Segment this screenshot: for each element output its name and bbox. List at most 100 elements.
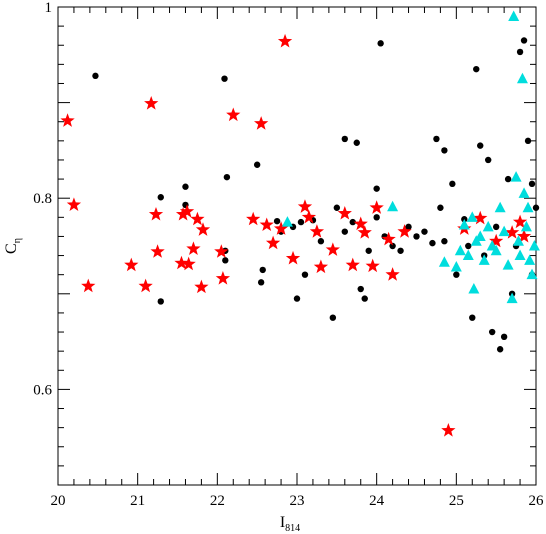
circle-point [259, 266, 266, 274]
circle-point [221, 75, 228, 82]
star-point [441, 423, 456, 437]
star-point [195, 222, 211, 236]
x-tick-label: 20 [51, 493, 66, 509]
star-point [215, 271, 231, 285]
star-point [273, 221, 289, 235]
star-point [381, 231, 396, 246]
triangle-point [454, 244, 466, 256]
triangle-point [516, 72, 528, 84]
star-point [369, 200, 384, 214]
circle-point [157, 194, 164, 201]
circle-point [182, 183, 189, 190]
star-point [214, 244, 229, 258]
circle-point [413, 233, 420, 240]
circle-point [405, 223, 412, 231]
circle-point [477, 142, 484, 149]
circle-point [329, 314, 337, 321]
triangle-point [502, 259, 514, 270]
triangle-point [522, 201, 534, 213]
circle-point [453, 271, 460, 278]
circle-point [532, 204, 540, 211]
star-point [473, 210, 488, 225]
star-point [357, 225, 372, 239]
circle-point [222, 257, 229, 264]
circle-point [349, 218, 356, 226]
star-point [265, 235, 281, 250]
triangle-point [462, 249, 474, 261]
star-point [181, 256, 196, 271]
y-axis-title: Cη [3, 238, 23, 254]
star-point [325, 242, 340, 256]
triangle-point [528, 240, 540, 251]
star-point [397, 224, 412, 238]
star-point [124, 257, 139, 272]
triangle-point [506, 292, 518, 304]
triangle-point [468, 283, 480, 294]
star-point [190, 211, 205, 226]
circle-point [516, 48, 524, 56]
star-point [277, 33, 293, 48]
circle-point [317, 238, 325, 245]
circle-point [397, 247, 404, 254]
circle-point [357, 285, 364, 293]
triangle-point [458, 218, 470, 230]
circle-point [341, 228, 348, 235]
circle-point [92, 72, 99, 80]
triangle-point [478, 254, 490, 265]
star-point [60, 113, 75, 127]
triangle-point [526, 268, 538, 280]
star-point [174, 255, 189, 270]
circle-point [253, 161, 261, 168]
star-point [179, 204, 195, 218]
star-point [285, 250, 301, 265]
plot-frame [57, 6, 537, 486]
star-point [385, 267, 400, 281]
circle-point [441, 238, 448, 245]
star-point [175, 206, 191, 221]
star-point [194, 279, 209, 294]
circle-point [353, 139, 360, 146]
triangle-point [512, 235, 524, 246]
circle-point [365, 247, 372, 254]
star-point [246, 211, 261, 226]
star-point [365, 258, 380, 273]
circle-point [421, 228, 428, 235]
triangle-point [474, 230, 486, 241]
circle-point [504, 175, 512, 183]
circle-point [389, 242, 396, 250]
star-point [337, 206, 352, 220]
circle-point [361, 295, 368, 302]
circle-point [469, 314, 476, 321]
star-point [516, 228, 532, 243]
axis-ticks [57, 6, 537, 486]
star-point [226, 107, 241, 122]
circle-point [341, 135, 348, 143]
circle-point [492, 223, 500, 231]
triangle-point [450, 261, 462, 272]
star-point [186, 241, 201, 255]
x-tick-label: 24 [369, 493, 385, 509]
y-tick-label: 0.6 [33, 382, 52, 398]
star-point [313, 259, 329, 274]
star-point [66, 197, 82, 211]
star-point [512, 214, 528, 229]
circle-point [520, 37, 528, 44]
circle-point [528, 180, 536, 188]
y-tick-label: 0.8 [33, 191, 52, 207]
circle-point [433, 135, 440, 143]
circle-point [488, 328, 496, 336]
triangle-point [518, 187, 530, 198]
x-tick-label: 25 [449, 493, 464, 509]
circle-point [429, 239, 436, 247]
star-point [81, 278, 96, 293]
circle-point [465, 242, 472, 250]
triangle-point [466, 211, 478, 222]
triangle-point [520, 220, 532, 232]
star-point [353, 216, 368, 231]
circle-point [473, 65, 480, 73]
circle-point [373, 214, 380, 221]
triangle-point [524, 254, 536, 265]
tick-labels: 20 21 22 23 24 25 26 0.6 0.8 1 [33, 0, 544, 509]
star-point [254, 116, 269, 130]
